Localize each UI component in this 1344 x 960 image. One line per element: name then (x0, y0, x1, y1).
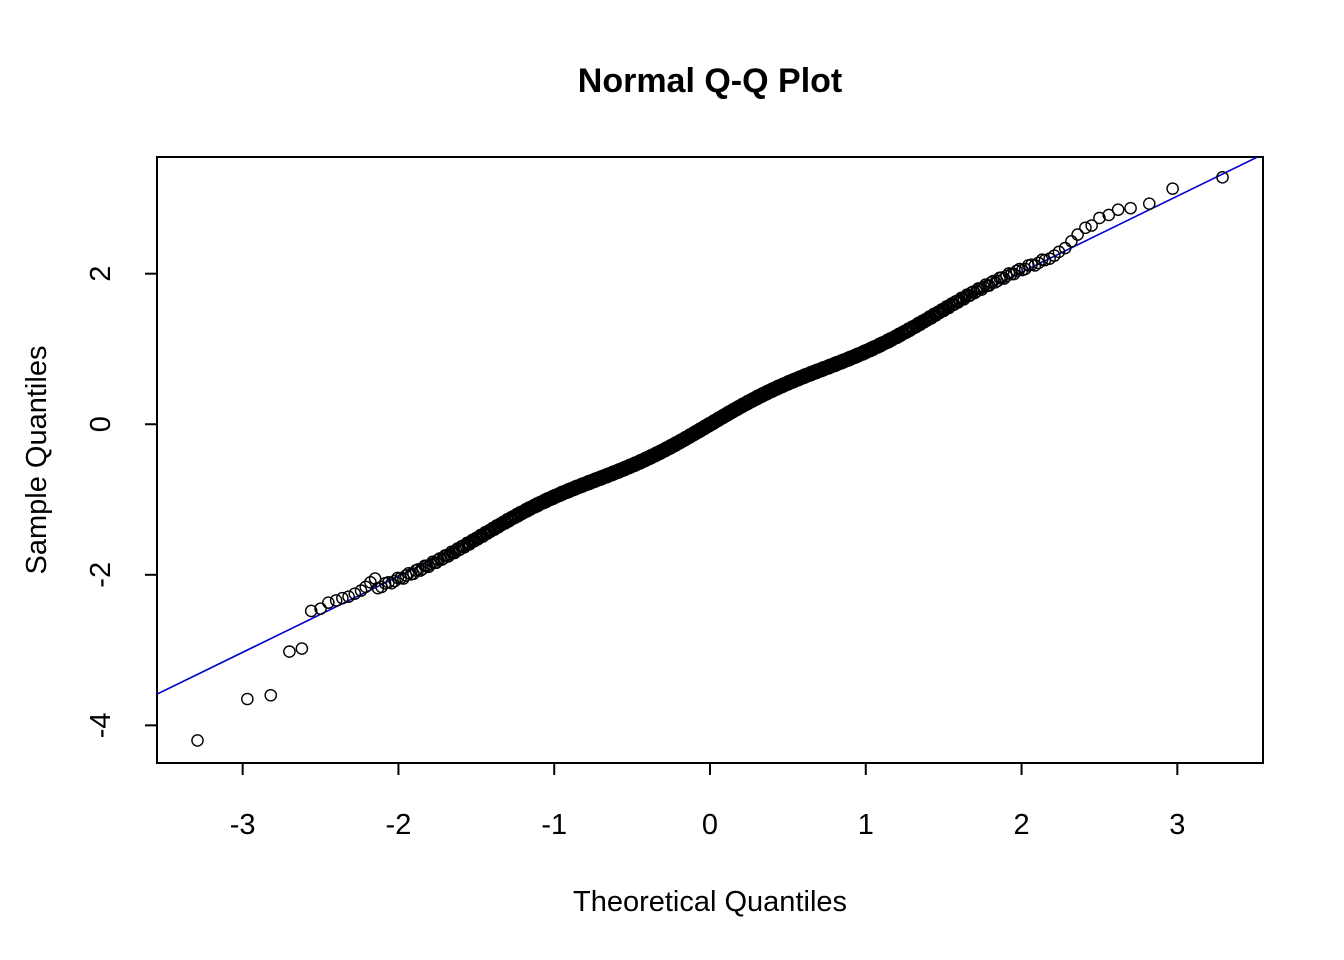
data-point (1085, 219, 1098, 232)
y-tick-label: 2 (85, 266, 117, 282)
x-tick-label: 3 (1169, 809, 1185, 841)
data-point (1093, 211, 1106, 225)
data-point (368, 572, 382, 585)
y-axis-label: Sample Quantiles (21, 346, 53, 575)
data-point (1166, 182, 1179, 195)
plot-frame (156, 156, 1264, 764)
data-point (1058, 241, 1072, 255)
x-tick-label: -2 (386, 809, 412, 841)
data-point (191, 734, 204, 747)
y-axis: -4 -2 0 2 (85, 266, 157, 738)
data-point (1065, 235, 1078, 248)
data-point (283, 645, 296, 658)
data-point (295, 642, 309, 655)
data-point (1071, 228, 1084, 241)
data-point (399, 569, 413, 582)
data-point (1032, 256, 1045, 270)
x-tick-label: 2 (1013, 809, 1029, 841)
x-axis: -3 -2 -1 0 1 2 3 (230, 763, 1185, 841)
x-axis-label: Theoretical Quantiles (573, 886, 847, 918)
data-point (322, 596, 335, 609)
data-point (1052, 245, 1066, 259)
data-point (348, 587, 362, 600)
x-tick-label: 0 (702, 809, 718, 841)
data-point (1079, 221, 1092, 235)
x-tick-label: -1 (541, 809, 567, 841)
data-point (304, 604, 318, 618)
x-tick-label: 1 (858, 809, 874, 841)
data-point (1102, 208, 1116, 222)
data-point (314, 602, 327, 615)
data-point (1124, 201, 1137, 215)
data-point (359, 580, 373, 594)
y-tick-label: 0 (85, 416, 117, 432)
data-point (1010, 264, 1023, 278)
y-tick-label: -2 (85, 562, 117, 588)
data-point (342, 590, 355, 603)
data-point (241, 692, 254, 706)
data-point (264, 688, 278, 702)
data-point (1111, 203, 1125, 216)
data-point (1142, 197, 1156, 210)
data-point (1216, 171, 1229, 184)
data-point (336, 591, 349, 605)
data-point (388, 574, 402, 588)
chart-title: Normal Q-Q Plot (578, 62, 842, 100)
x-tick-label: -3 (230, 809, 256, 841)
y-tick-label: -4 (85, 712, 117, 738)
data-point (329, 594, 343, 607)
